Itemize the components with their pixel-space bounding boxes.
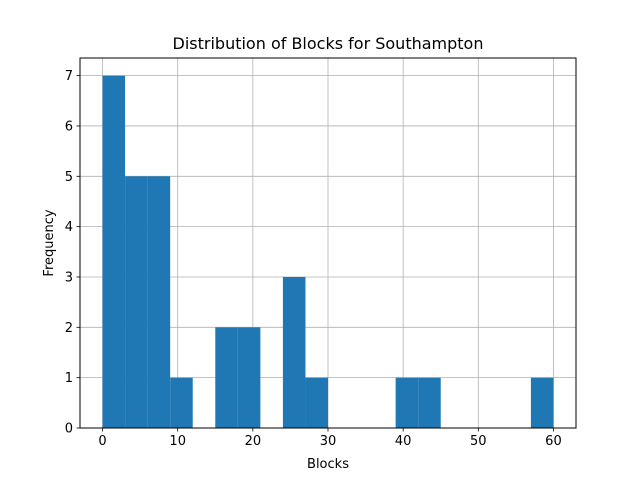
y-tick-label: 7: [65, 69, 73, 84]
bars-group: [102, 75, 554, 428]
x-tick-label: 0: [98, 434, 106, 449]
y-axis-label: Frequency: [42, 209, 57, 276]
x-axis: 0 10 20 30 40 50 60: [98, 428, 562, 449]
histogram-bar: [282, 276, 306, 428]
histogram-bar: [215, 327, 238, 428]
x-tick-label: 30: [320, 434, 337, 449]
histogram-bar: [395, 377, 419, 428]
y-tick-label: 6: [65, 119, 73, 134]
y-tick-label: 5: [65, 170, 73, 185]
histogram-bar: [237, 327, 261, 428]
y-tick-label: 4: [65, 220, 73, 235]
histogram-bar: [125, 176, 148, 428]
x-tick-label: 10: [169, 434, 186, 449]
x-tick-label: 20: [245, 434, 262, 449]
x-tick-label: 60: [545, 434, 562, 449]
histogram-bar: [305, 377, 328, 428]
x-tick-label: 40: [395, 434, 412, 449]
y-tick-label: 1: [65, 371, 73, 386]
y-tick-label: 0: [65, 422, 73, 437]
histogram-bar: [530, 377, 554, 428]
y-tick-label: 2: [65, 321, 73, 336]
chart-title: Distribution of Blocks for Southampton: [173, 34, 484, 53]
y-tick-label: 3: [65, 270, 73, 285]
histogram-bar: [102, 75, 126, 428]
y-axis: 0 1 2 3 4 5 6 7: [65, 69, 80, 437]
x-axis-label: Blocks: [307, 457, 349, 472]
histogram-bar: [147, 176, 171, 428]
histogram-bar: [418, 377, 441, 428]
x-tick-label: 50: [470, 434, 487, 449]
histogram-bar: [170, 377, 193, 428]
